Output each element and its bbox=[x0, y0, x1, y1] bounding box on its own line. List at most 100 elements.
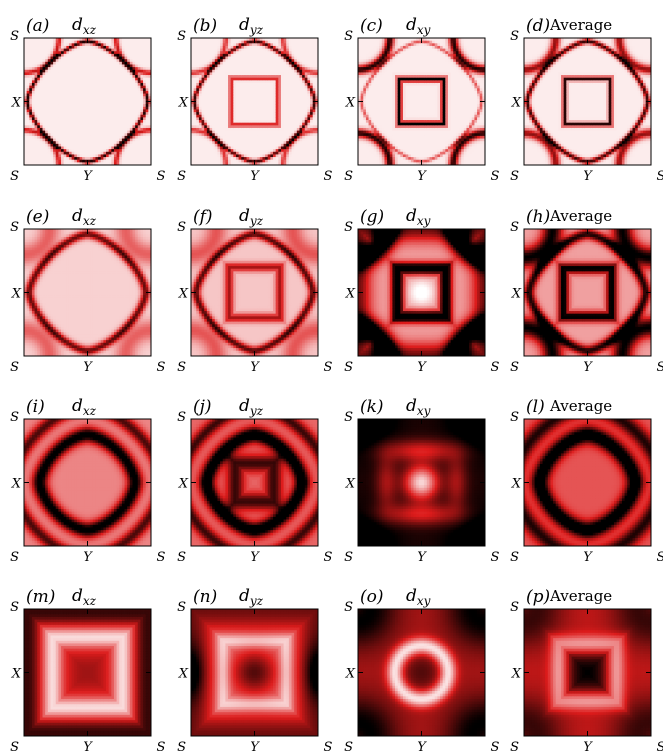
heatmap-cell bbox=[278, 96, 282, 100]
heatmap-cell bbox=[358, 141, 362, 145]
heatmap-cell bbox=[29, 82, 33, 87]
heatmap-cell bbox=[76, 157, 80, 161]
heatmap-cell bbox=[87, 77, 91, 81]
heatmap-cell bbox=[358, 149, 362, 153]
heatmap-cell bbox=[270, 40, 274, 44]
heatmap-cell bbox=[148, 77, 152, 81]
heatmap-cell bbox=[198, 106, 202, 110]
heatmap-cell bbox=[265, 61, 269, 65]
heatmap-cell bbox=[39, 67, 43, 71]
heatmap-cell bbox=[191, 61, 195, 65]
heatmap-cell bbox=[230, 127, 234, 132]
heatmap-cell bbox=[286, 75, 290, 79]
heatmap-cell bbox=[373, 38, 377, 42]
heatmap-cell bbox=[95, 88, 99, 92]
heatmap-cell bbox=[283, 104, 287, 108]
heatmap-cell bbox=[363, 109, 367, 113]
heatmap-cell bbox=[50, 75, 54, 79]
heatmap-cell bbox=[98, 51, 102, 55]
heatmap-cell bbox=[288, 75, 292, 79]
heatmap-cell bbox=[230, 122, 234, 126]
heatmap-cell bbox=[45, 114, 49, 118]
heatmap-cell bbox=[124, 122, 128, 126]
heatmap-cell bbox=[148, 56, 152, 60]
heatmap-cell bbox=[39, 135, 43, 139]
heatmap-cell bbox=[76, 43, 80, 47]
heatmap-cell bbox=[47, 120, 51, 124]
heatmap-cell bbox=[143, 114, 147, 118]
heatmap-cell bbox=[238, 106, 242, 110]
heatmap-cell bbox=[363, 104, 367, 108]
heatmap-cell bbox=[273, 56, 277, 60]
heatmap-cell bbox=[204, 88, 208, 92]
heatmap-cell bbox=[246, 75, 250, 79]
heatmap-cell bbox=[201, 69, 205, 73]
heatmap-cell bbox=[116, 162, 120, 166]
heatmap-cell bbox=[108, 141, 112, 145]
heatmap-cell bbox=[71, 127, 75, 132]
heatmap-cell bbox=[235, 98, 240, 102]
heatmap-cell bbox=[254, 114, 258, 118]
heatmap-cell bbox=[371, 151, 375, 155]
heatmap-cell bbox=[212, 96, 216, 100]
heatmap-cell bbox=[228, 67, 232, 71]
heatmap-cell bbox=[365, 120, 369, 124]
heatmap-cell bbox=[90, 82, 94, 87]
heatmap-cell bbox=[220, 146, 224, 150]
heatmap-cell bbox=[143, 40, 147, 44]
heatmap-cell bbox=[291, 80, 295, 84]
heatmap-cell bbox=[310, 151, 314, 155]
heatmap-cell bbox=[63, 48, 67, 52]
heatmap-cell bbox=[198, 98, 202, 102]
heatmap-cell bbox=[251, 56, 255, 60]
heatmap-cell bbox=[238, 75, 242, 79]
heatmap-cell bbox=[140, 109, 144, 113]
heatmap-cell bbox=[63, 98, 67, 102]
heatmap-cell bbox=[68, 80, 73, 84]
heatmap-cell bbox=[55, 88, 59, 92]
heatmap-cell bbox=[71, 143, 75, 147]
heatmap-cell bbox=[137, 96, 141, 100]
heatmap-cell bbox=[47, 53, 51, 57]
heatmap-cell bbox=[254, 106, 258, 110]
heatmap-cell bbox=[71, 45, 75, 49]
heatmap-cell bbox=[294, 114, 298, 118]
heatmap-cell bbox=[358, 48, 362, 52]
heatmap-cell bbox=[270, 114, 274, 118]
heatmap-cell bbox=[137, 82, 141, 87]
heatmap-cell bbox=[230, 45, 234, 49]
heatmap-cell bbox=[299, 80, 303, 84]
heatmap-cell bbox=[220, 53, 224, 57]
heatmap-cell bbox=[106, 80, 110, 84]
heatmap-cell bbox=[286, 59, 290, 63]
heatmap-cell bbox=[140, 114, 144, 118]
heatmap-cell bbox=[145, 149, 149, 153]
heatmap-cell bbox=[368, 96, 372, 100]
heatmap-cell bbox=[82, 77, 86, 81]
heatmap-cell bbox=[92, 157, 96, 161]
heatmap-cell bbox=[47, 127, 51, 132]
heatmap-cell bbox=[283, 77, 287, 81]
heatmap-cell bbox=[233, 149, 237, 153]
heatmap-cell bbox=[254, 143, 258, 147]
heatmap-cell bbox=[360, 88, 364, 92]
heatmap-cell bbox=[251, 40, 255, 44]
heatmap-cell bbox=[111, 104, 115, 108]
heatmap-cell bbox=[371, 120, 375, 124]
heatmap-cell bbox=[358, 82, 362, 87]
heatmap-cell bbox=[204, 43, 208, 47]
heatmap-cell bbox=[238, 98, 242, 102]
heatmap-cell bbox=[230, 90, 234, 94]
heatmap-cell bbox=[121, 93, 125, 97]
heatmap-cell bbox=[135, 143, 139, 147]
heatmap-cell bbox=[212, 69, 216, 73]
heatmap-cell bbox=[233, 82, 237, 87]
heatmap-cell bbox=[254, 53, 258, 57]
heatmap-cell bbox=[283, 141, 287, 145]
heatmap-cell bbox=[310, 112, 314, 116]
heatmap-cell bbox=[206, 61, 210, 65]
heatmap-cell bbox=[371, 133, 375, 137]
heatmap-cell bbox=[312, 154, 316, 158]
heatmap-cell bbox=[220, 85, 224, 89]
heatmap-cell bbox=[37, 67, 41, 71]
